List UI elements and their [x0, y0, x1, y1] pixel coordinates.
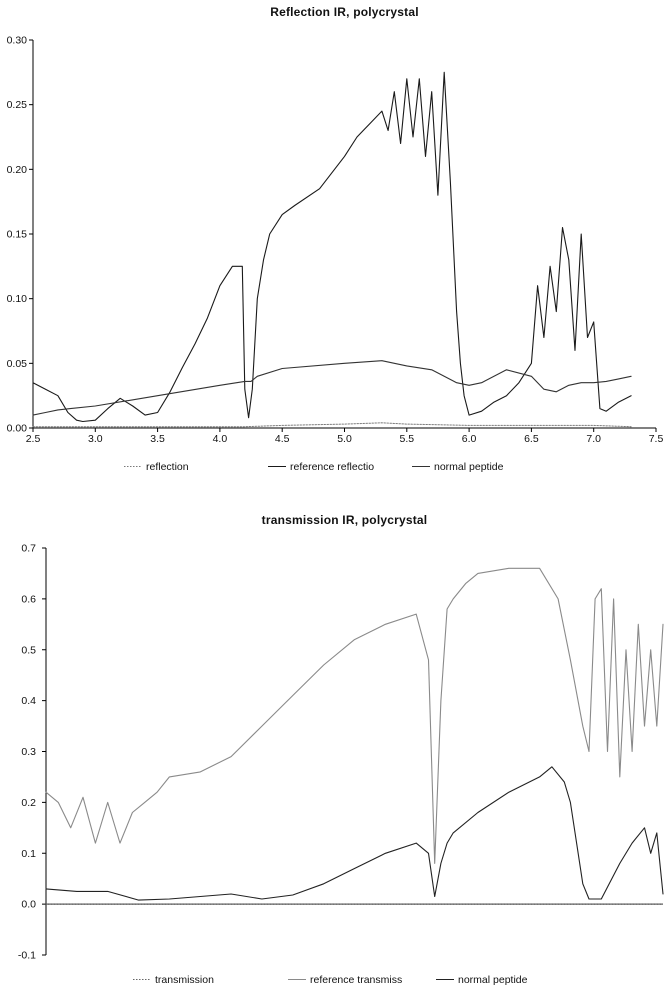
chart-title: transmission IR, polycrystal: [262, 513, 428, 527]
series-line-reference-reflectio: [32, 71, 632, 423]
y-tick-label: 0.05: [7, 358, 28, 370]
x-tick-label: 2.5: [26, 433, 41, 445]
x-tick-label: 5.5: [399, 433, 414, 445]
x-tick-label: 4.0: [213, 433, 228, 445]
series-line-normal-peptide: [32, 360, 632, 416]
legend-label-normal-peptide: normal peptide: [434, 461, 504, 473]
legend-label-reference-transmiss: reference transmiss: [310, 974, 402, 986]
reflection-chart: Reflection IR, polycrystal 0.00 0.05 0.10 0.…: [7, 5, 664, 473]
y-tick-label: 0.10: [7, 293, 28, 305]
chart-title: Reflection IR, polycrystal: [270, 5, 419, 19]
y-tick-label: 0.0: [21, 899, 36, 911]
x-tick-label: 7.5: [649, 433, 664, 445]
series-line-reflection: [32, 422, 632, 428]
y-tick-label: 0.15: [7, 229, 28, 241]
x-tick-label: 3.5: [150, 433, 165, 445]
legend-label-reference-reflectio: reference reflectio: [290, 461, 374, 473]
series-line-reference-transmiss: [45, 567, 664, 864]
y-tick-label: 0.2: [21, 797, 36, 809]
y-tick-label: 0.1: [21, 848, 36, 860]
transmission-chart: transmission IR, polycrystal -0.1 0.0 0.1 0.…: [18, 513, 664, 986]
y-tick-label: 0.30: [7, 35, 28, 47]
y-tick-label: 0.6: [21, 593, 36, 605]
x-tick-label: 6.0: [462, 433, 477, 445]
x-tick-label: 3.0: [88, 433, 103, 445]
y-tick-label: 0.3: [21, 746, 36, 758]
x-tick-label: 5.0: [337, 433, 352, 445]
y-tick-label: 0.7: [21, 543, 36, 555]
y-tick-label: 0.25: [7, 99, 28, 111]
legend-label-reflection: reflection: [146, 461, 189, 473]
x-tick-label: 6.5: [524, 433, 539, 445]
legend-label-transmission: transmission: [155, 974, 214, 986]
series-line-normal-peptide: [45, 766, 664, 901]
legend-label-normal-peptide: normal peptide: [458, 974, 528, 986]
y-tick-label: 0.5: [21, 644, 36, 656]
y-tick-label: 0.00: [7, 423, 28, 435]
x-tick-label: 4.5: [275, 433, 290, 445]
y-tick-label: 0.20: [7, 164, 28, 176]
y-tick-label: -0.1: [18, 950, 36, 962]
x-tick-label: 7.0: [586, 433, 601, 445]
y-tick-label: 0.4: [21, 695, 36, 707]
